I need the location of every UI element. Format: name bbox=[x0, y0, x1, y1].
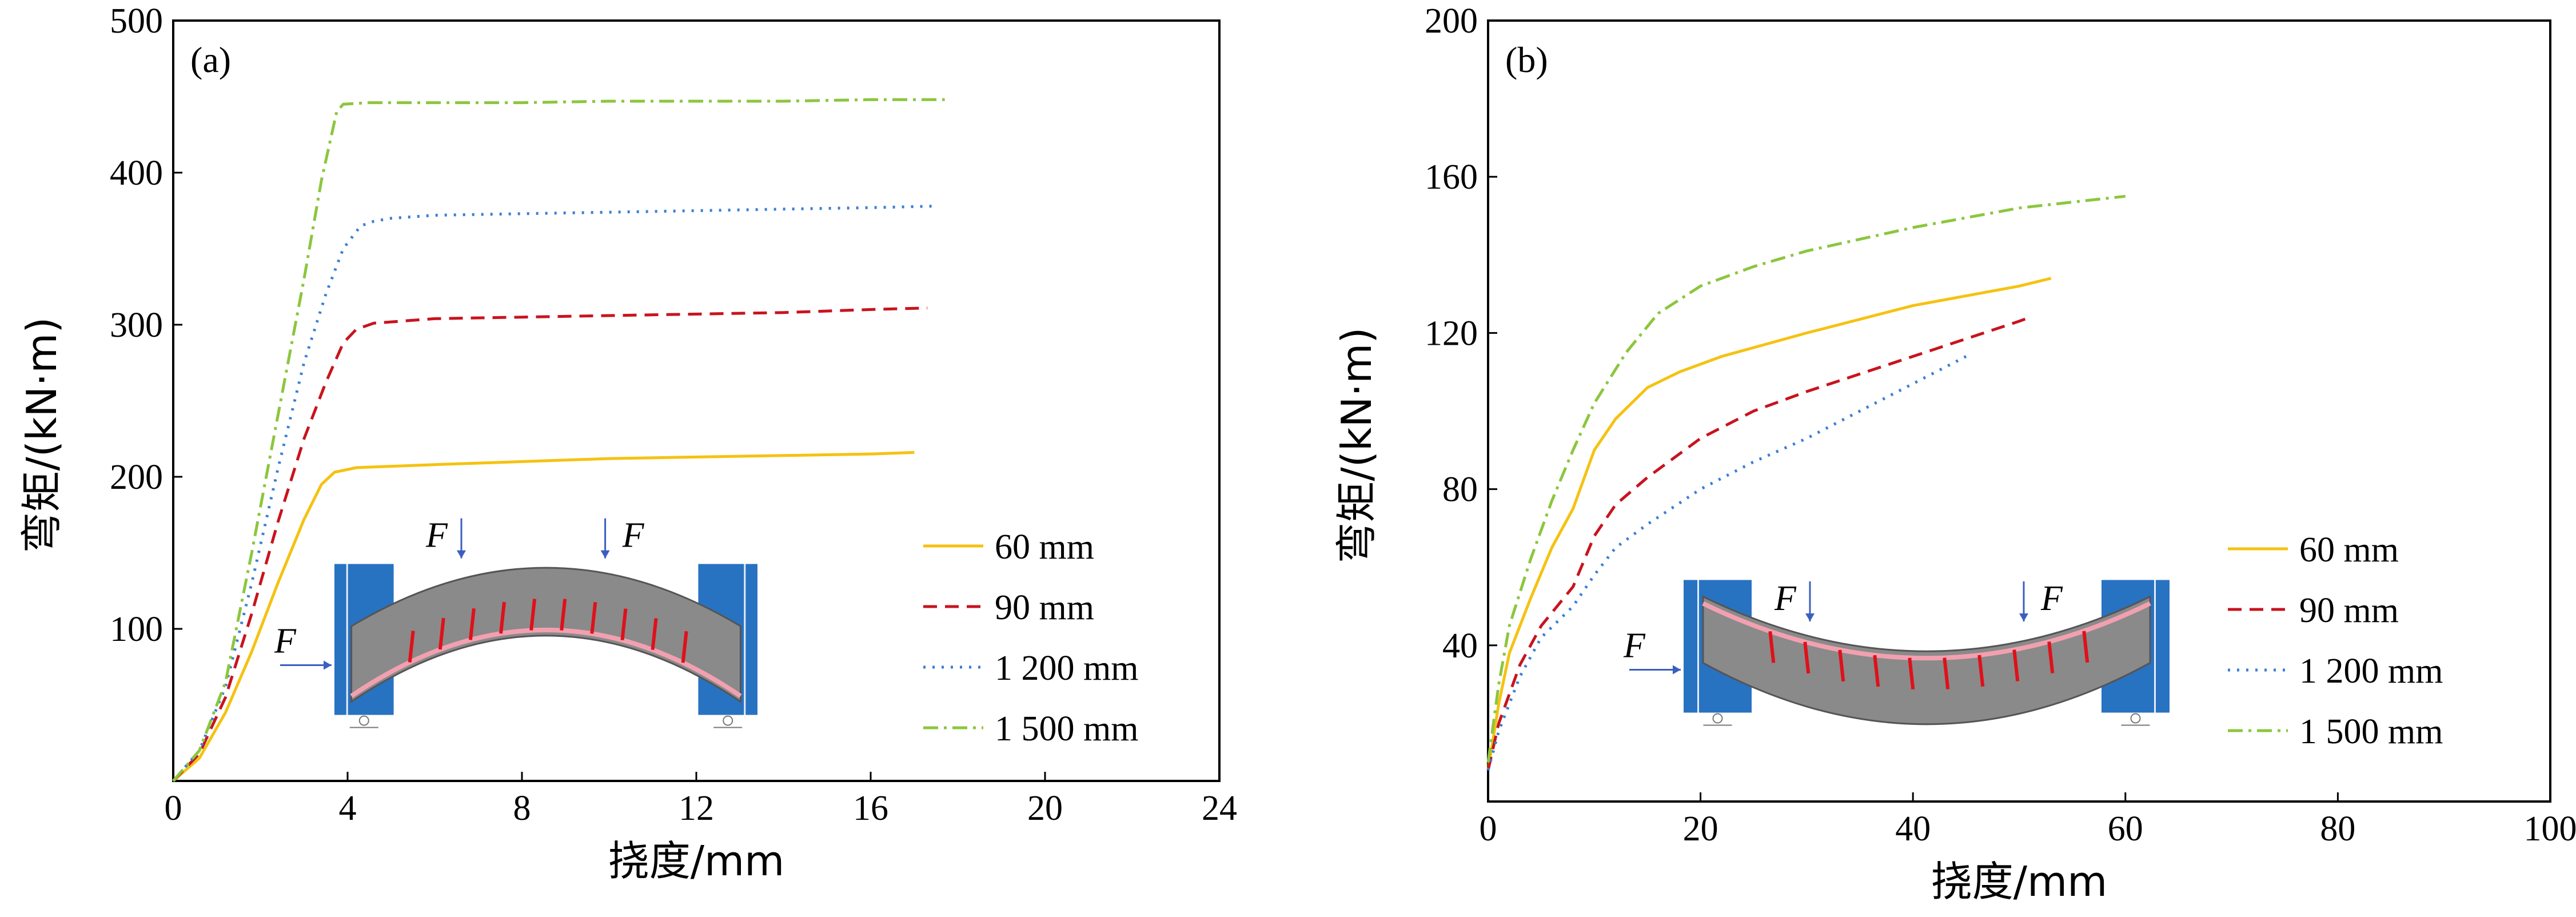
crack-mark bbox=[560, 599, 567, 631]
x-tick-label: 8 bbox=[513, 789, 531, 828]
series-line-4 bbox=[1486, 194, 2126, 763]
y-tick-label: 100 bbox=[110, 610, 163, 649]
pin-support bbox=[723, 715, 733, 726]
legend-label: 1 200 mm bbox=[995, 649, 1138, 688]
crack-mark bbox=[408, 631, 415, 663]
crack-mark bbox=[529, 599, 537, 631]
series-line-3 bbox=[1486, 355, 1967, 771]
series-line-4 bbox=[172, 98, 945, 782]
y-axis-title: 弯矩/(kN·m) bbox=[1333, 327, 1381, 563]
x-tick-label: 20 bbox=[1027, 789, 1063, 828]
pin-support bbox=[358, 715, 369, 726]
y-tick-label: 120 bbox=[1425, 314, 1478, 353]
legend-label: 60 mm bbox=[2299, 531, 2399, 569]
pin-support bbox=[1712, 713, 1723, 724]
beam-test-inset: F F F bbox=[1623, 579, 2170, 726]
x-tick-label: 80 bbox=[2320, 810, 2355, 848]
cfrp-layer bbox=[350, 627, 742, 698]
crack-mark bbox=[1803, 641, 1811, 674]
y-tick-label: 200 bbox=[1425, 2, 1478, 41]
y-tick-label: 400 bbox=[110, 154, 163, 193]
force-label: F bbox=[2040, 579, 2063, 618]
force-label: F bbox=[622, 516, 645, 555]
y-tick-label: 300 bbox=[110, 306, 163, 345]
x-tick-label: 4 bbox=[339, 789, 357, 828]
legend-label: 1 500 mm bbox=[2299, 712, 2443, 751]
force-label: F bbox=[1623, 627, 1646, 665]
force-arrow-head bbox=[457, 550, 466, 559]
y-tick-label: 80 bbox=[1442, 471, 1478, 509]
series-line-3 bbox=[172, 205, 936, 782]
x-tick-label: 12 bbox=[679, 789, 714, 828]
panel-label: (a) bbox=[190, 39, 231, 80]
y-tick-label: 500 bbox=[110, 2, 163, 41]
y-axis-title: 弯矩/(kN·m) bbox=[18, 317, 66, 553]
series-line-1 bbox=[172, 450, 915, 782]
crack-mark bbox=[590, 602, 597, 634]
x-tick-label: 0 bbox=[165, 789, 182, 828]
crack-mark bbox=[1838, 649, 1845, 682]
crack-mark bbox=[1908, 657, 1915, 689]
crack-mark bbox=[651, 618, 658, 650]
crack-mark bbox=[2012, 649, 2020, 681]
crack-mark bbox=[1977, 655, 1985, 687]
force-label: F bbox=[425, 516, 448, 555]
force-label: F bbox=[1774, 579, 1797, 618]
x-tick-label: 24 bbox=[1202, 789, 1237, 828]
x-axis-title: 挠度/mm bbox=[608, 837, 785, 885]
x-axis-title: 挠度/mm bbox=[1931, 858, 2108, 906]
legend-label: 90 mm bbox=[2299, 591, 2399, 630]
series-line-2 bbox=[172, 306, 928, 782]
crack-mark bbox=[2047, 641, 2055, 673]
x-tick-label: 0 bbox=[1480, 810, 1497, 848]
force-arrow-head bbox=[2019, 613, 2028, 621]
panel-label: (b) bbox=[1505, 39, 1548, 80]
x-tick-label: 100 bbox=[2524, 810, 2576, 848]
legend-label: 1 200 mm bbox=[2299, 652, 2443, 691]
x-tick-label: 60 bbox=[2108, 810, 2143, 848]
x-tick-label: 20 bbox=[1683, 810, 1718, 848]
y-tick-label: 160 bbox=[1425, 158, 1478, 197]
legend-label: 60 mm bbox=[995, 528, 1094, 567]
series-line-1 bbox=[1486, 277, 2052, 771]
force-label: F bbox=[274, 622, 297, 661]
plot-frame bbox=[1487, 19, 2551, 803]
crack-mark bbox=[468, 608, 476, 640]
panel-b: 0 20 40 60 80 100 40 80 120 160 200 挠度/mm 弯矩/(kN·m) (… bbox=[1333, 2, 2576, 906]
legend-label: 1 500 mm bbox=[995, 709, 1138, 748]
force-arrow-head bbox=[324, 660, 332, 670]
force-arrow-head bbox=[600, 550, 610, 559]
y-tick-label: 200 bbox=[110, 458, 163, 497]
crack-mark bbox=[438, 617, 445, 650]
y-tick-label: 40 bbox=[1442, 627, 1478, 665]
cfrp-layer bbox=[1702, 601, 2151, 661]
crack-mark bbox=[620, 608, 628, 640]
pin-support bbox=[2130, 713, 2141, 724]
panel-a: 0 4 8 12 16 20 24 100 200 300 400 500 挠度/mm 弯矩/(kN·m)… bbox=[18, 2, 1237, 885]
series-line-2 bbox=[1486, 316, 2031, 771]
crack-mark bbox=[2082, 631, 2089, 663]
beam-body bbox=[350, 567, 741, 704]
crack-mark bbox=[1768, 631, 1776, 663]
legend-label: 90 mm bbox=[995, 588, 1094, 627]
force-arrow-head bbox=[1805, 613, 1815, 621]
force-arrow-head bbox=[1673, 665, 1681, 675]
crack-mark bbox=[681, 631, 688, 663]
crack-mark bbox=[1873, 655, 1880, 687]
crack-mark bbox=[499, 601, 507, 634]
x-tick-label: 16 bbox=[853, 789, 888, 828]
crack-mark bbox=[1943, 657, 1950, 689]
x-tick-label: 40 bbox=[1895, 810, 1931, 848]
beam-test-inset: F F F bbox=[274, 516, 757, 728]
